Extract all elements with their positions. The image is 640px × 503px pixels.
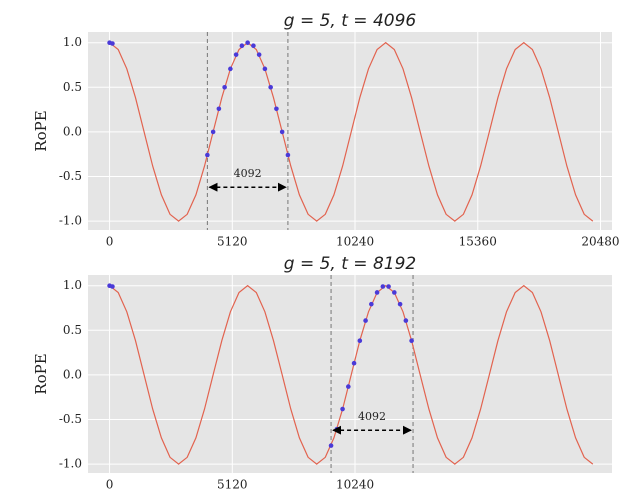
- x-tick-label: 15360: [459, 235, 497, 249]
- sample-point: [268, 84, 273, 90]
- x-tick-label: 10240: [336, 478, 374, 492]
- span-label: 4092: [358, 410, 386, 423]
- y-axis-label: RoPE: [32, 110, 50, 151]
- sample-point: [239, 43, 245, 49]
- y-axis-label: RoPE: [32, 353, 50, 394]
- sample-point: [397, 301, 403, 307]
- plot-area: [88, 275, 612, 473]
- sample-point: [256, 52, 262, 57]
- plot-area: [88, 32, 612, 230]
- sample-point: [380, 284, 386, 289]
- sample-point: [357, 338, 363, 344]
- sample-point: [346, 384, 351, 389]
- sample-point: [374, 290, 380, 295]
- sample-point: [403, 318, 409, 323]
- sample-point: [340, 406, 345, 412]
- sample-point: [351, 360, 357, 366]
- y-tick-label: 0.0: [63, 124, 82, 138]
- sample-point: [409, 338, 414, 344]
- sample-point: [245, 40, 250, 46]
- y-tick-label: -0.5: [59, 412, 82, 426]
- x-tick-label: 20480: [581, 235, 619, 249]
- sample-point: [110, 284, 115, 289]
- x-tick-label: 5120: [217, 478, 248, 492]
- sample-point: [233, 52, 239, 57]
- y-tick-label: 1.0: [63, 35, 82, 49]
- y-tick-label: 0.5: [63, 323, 82, 337]
- sample-point: [274, 106, 279, 112]
- sample-point: [205, 152, 210, 158]
- y-tick-label: 0.5: [63, 80, 82, 94]
- sample-point: [363, 318, 368, 323]
- y-tick-label: 1.0: [63, 278, 82, 292]
- y-tick-label: -0.5: [59, 169, 82, 183]
- sample-point: [222, 84, 227, 90]
- sample-point: [392, 290, 397, 295]
- y-tick-label: 0.0: [63, 367, 82, 381]
- sample-point: [251, 43, 256, 49]
- chart-title: g = 5, t = 8192: [284, 254, 416, 274]
- panel: 1.0 0.5 0.0 -0.5 -1.0 0 5120 10240 15360 20480 g =…: [32, 11, 620, 249]
- sample-point: [216, 106, 222, 112]
- sample-point: [210, 129, 216, 135]
- sample-point: [386, 284, 391, 289]
- x-tick-label: 10240: [336, 235, 374, 249]
- x-tick-label: 5120: [217, 235, 248, 249]
- rope-curve: [109, 41, 594, 222]
- sample-point: [369, 301, 374, 307]
- chart-title: g = 5, t = 4096: [284, 11, 417, 31]
- rope-curve: [109, 284, 594, 465]
- sample-point: [285, 152, 291, 158]
- x-tick-label: 0: [106, 235, 114, 249]
- panel: 1.0 0.5 0.0 -0.5 -1.0 0 5120 10240 g = 5, t = 81…: [32, 254, 612, 492]
- sample-point: [228, 66, 233, 72]
- sample-point: [262, 66, 268, 72]
- sample-point: [328, 443, 334, 448]
- span-label: 4092: [234, 167, 262, 180]
- y-tick-label: -1.0: [59, 457, 82, 471]
- y-tick-label: -1.0: [59, 214, 82, 228]
- sample-point: [279, 129, 285, 135]
- x-tick-label: 0: [106, 478, 114, 492]
- sample-point: [110, 41, 115, 46]
